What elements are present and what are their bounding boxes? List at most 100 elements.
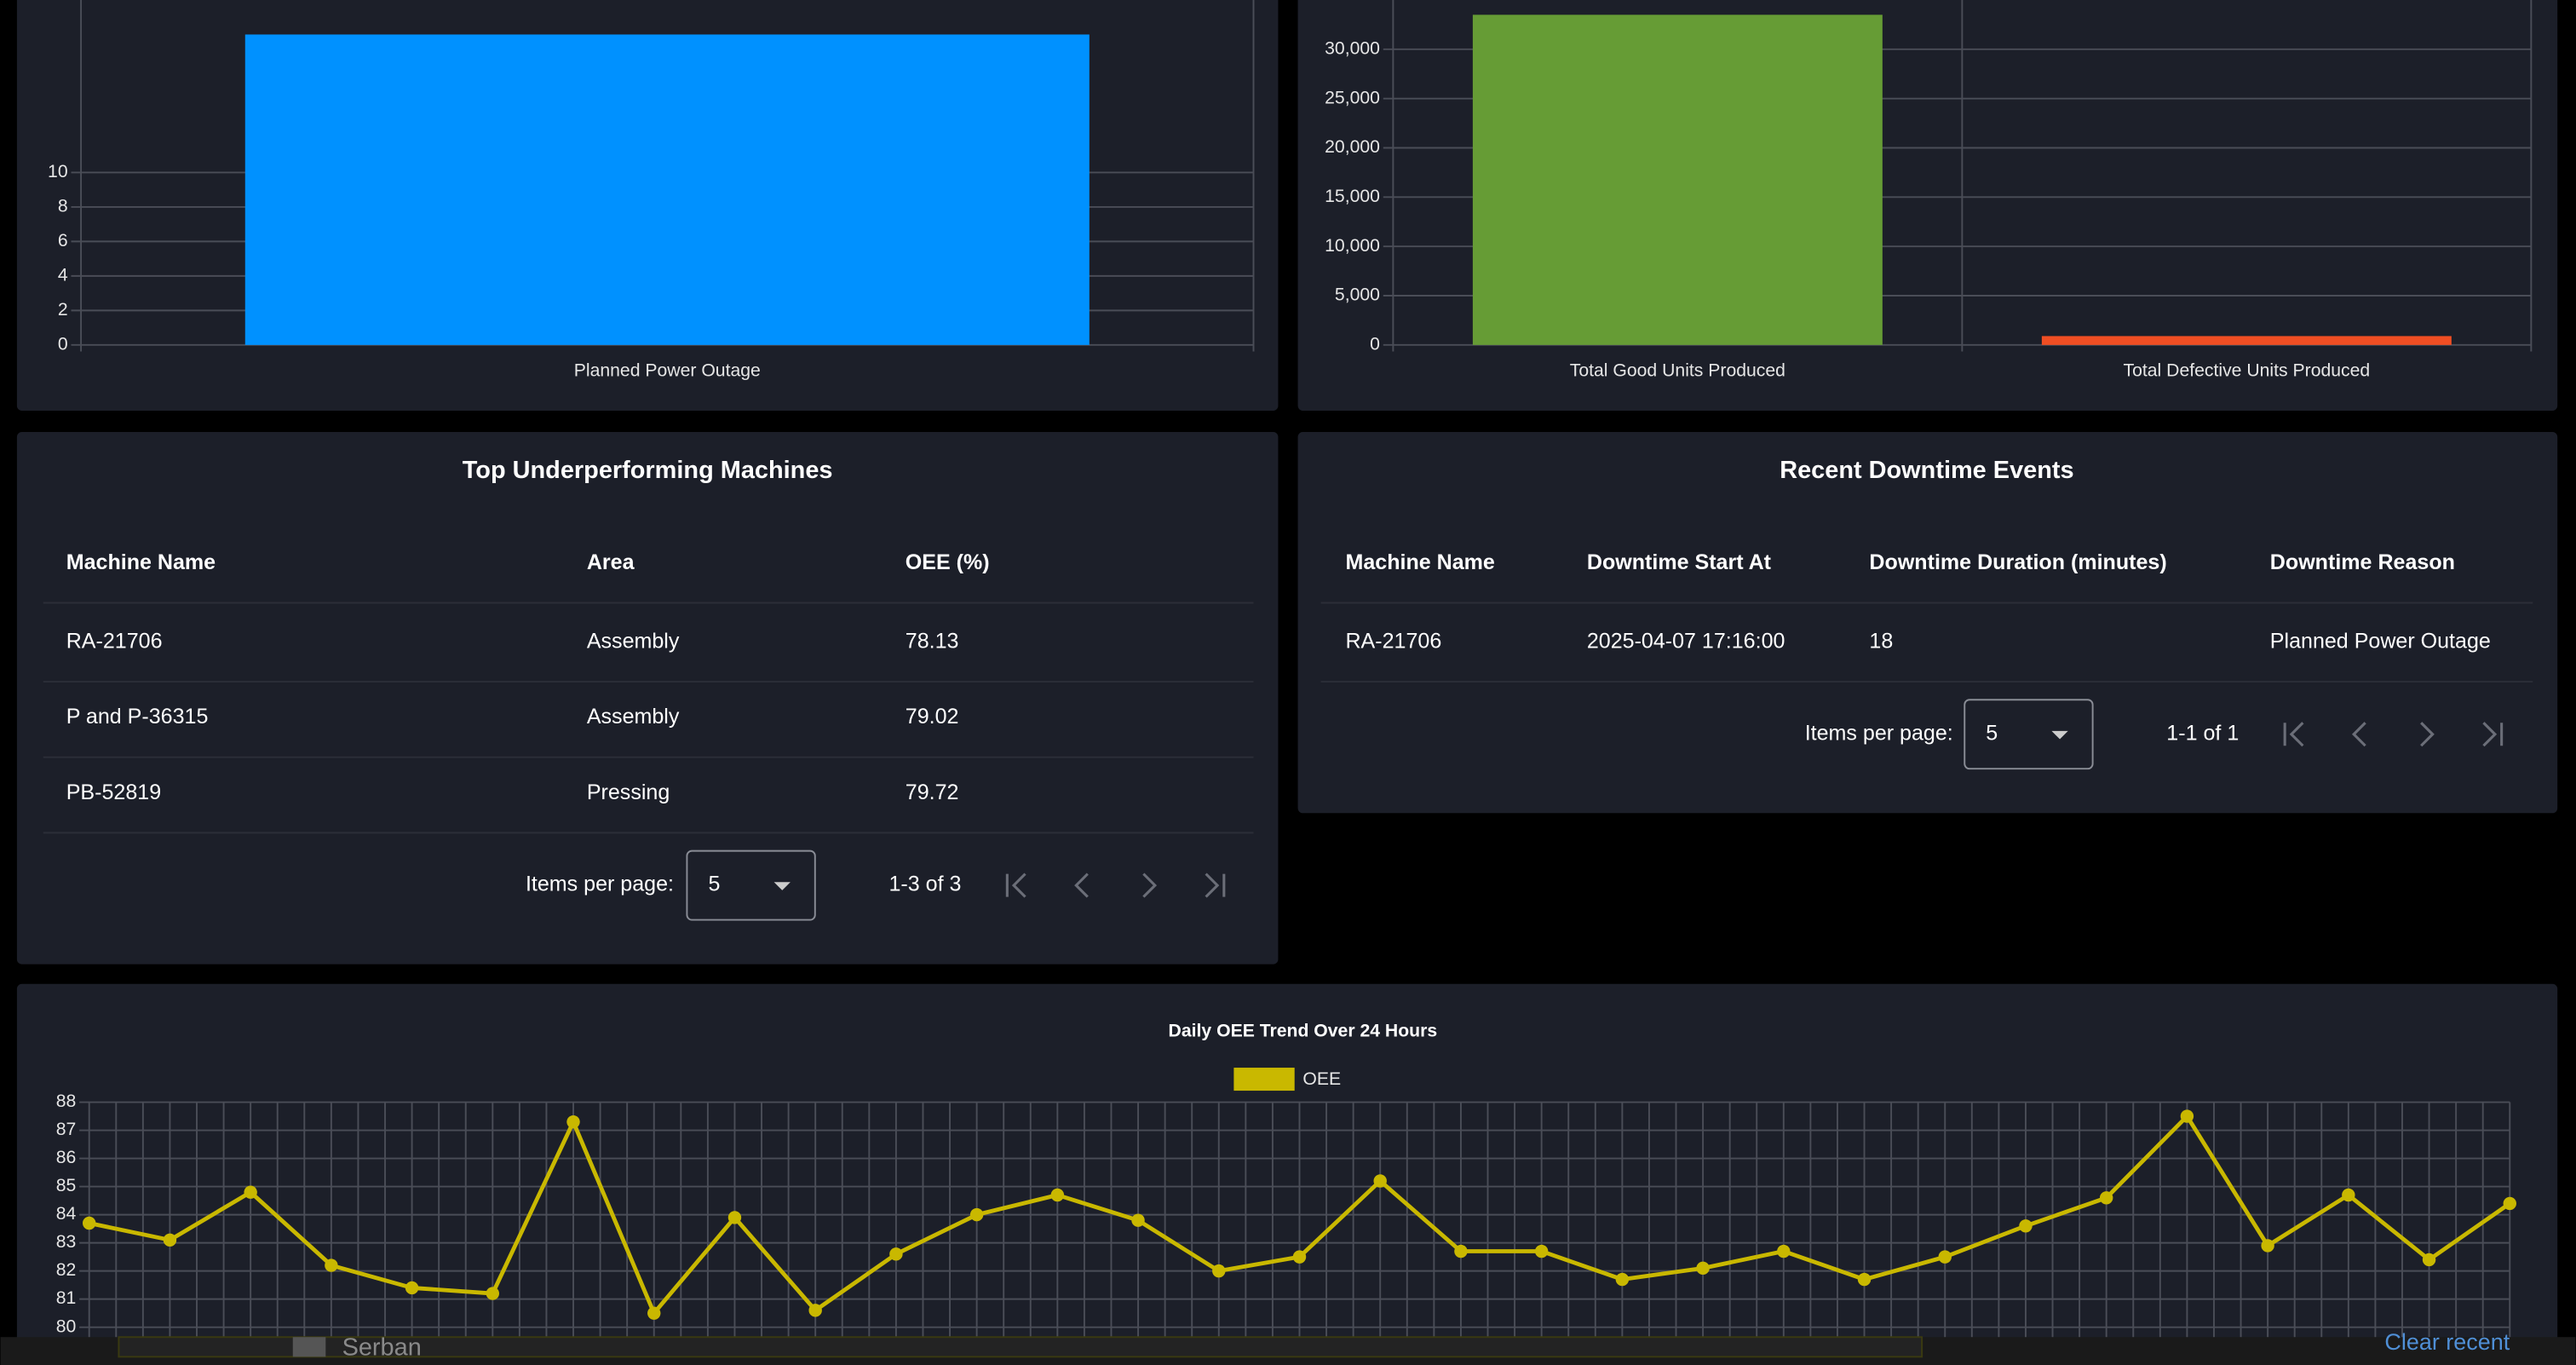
select-caret bbox=[773, 882, 791, 890]
point bbox=[727, 1211, 742, 1224]
point bbox=[1534, 1244, 1549, 1258]
y-tick-label: 83 bbox=[56, 1232, 77, 1252]
table-title: Recent Downtime Events bbox=[1780, 457, 2073, 484]
cell: 18 bbox=[1869, 629, 1893, 653]
cell: Pressing bbox=[587, 780, 670, 804]
point bbox=[2180, 1109, 2194, 1123]
point bbox=[2261, 1239, 2274, 1253]
pager-button bbox=[1005, 873, 1026, 898]
y-tick-label: 10,000 bbox=[1325, 236, 1380, 256]
point bbox=[244, 1185, 257, 1199]
y-tick-label: 86 bbox=[56, 1148, 77, 1167]
select-caret bbox=[2051, 730, 2068, 740]
point bbox=[889, 1247, 903, 1261]
pager-button bbox=[2351, 722, 2366, 747]
pager-button bbox=[2283, 722, 2304, 747]
page-size-select[interactable] bbox=[1964, 699, 2094, 770]
y-tick-label: 0 bbox=[58, 334, 68, 354]
pager-button bbox=[1074, 873, 1089, 898]
y-tick-label: 10 bbox=[48, 162, 68, 181]
cell: 79.72 bbox=[906, 780, 959, 804]
page-size-select[interactable] bbox=[686, 850, 816, 921]
x-tick-label: Total Defective Units Produced bbox=[2124, 360, 2371, 380]
point bbox=[1777, 1244, 1791, 1258]
column-header: OEE (%) bbox=[906, 550, 990, 574]
y-tick-label: 85 bbox=[56, 1176, 77, 1195]
cell: 2025-04-07 17:16:00 bbox=[1587, 629, 1785, 653]
point bbox=[2099, 1191, 2113, 1205]
pager-button bbox=[2420, 722, 2435, 747]
y-tick-label: 2 bbox=[58, 300, 68, 320]
y-tick-label: 81 bbox=[56, 1288, 77, 1308]
page-size: 5 bbox=[708, 873, 720, 896]
y-tick-label: 82 bbox=[56, 1260, 77, 1280]
page-range: 1-1 of 1 bbox=[2166, 721, 2239, 745]
pager-button bbox=[1205, 873, 1226, 898]
point bbox=[1454, 1244, 1468, 1258]
cell: P and P-36315 bbox=[66, 705, 209, 729]
x-tick-label: Planned Power Outage bbox=[574, 360, 761, 380]
y-tick-label: 8 bbox=[58, 196, 68, 216]
column-header: Downtime Start At bbox=[1587, 550, 1772, 574]
point bbox=[1857, 1272, 1872, 1287]
taskbar-window bbox=[118, 1336, 1923, 1358]
user-icon bbox=[292, 1337, 326, 1357]
column-header: Machine Name bbox=[66, 550, 216, 574]
y-tick-label: 20,000 bbox=[1325, 137, 1380, 157]
y-tick-label: 0 bbox=[1370, 334, 1380, 354]
point bbox=[647, 1306, 661, 1320]
paginator-label: Items per page: bbox=[526, 873, 674, 896]
cell: Assembly bbox=[587, 705, 680, 729]
chart-title: Daily OEE Trend Over 24 Hours bbox=[1169, 1021, 1438, 1040]
point bbox=[2342, 1188, 2355, 1202]
legend-swatch bbox=[1233, 1068, 1295, 1091]
column-header: Downtime Reason bbox=[2270, 550, 2455, 574]
y-tick-label: 84 bbox=[56, 1204, 77, 1224]
point bbox=[1131, 1213, 1145, 1227]
cell: Planned Power Outage bbox=[2270, 629, 2491, 653]
bar bbox=[1472, 14, 1883, 345]
point bbox=[1938, 1250, 1952, 1264]
bar bbox=[244, 34, 1090, 345]
point bbox=[808, 1304, 822, 1317]
cell: PB-52819 bbox=[66, 780, 161, 804]
panel bbox=[16, 432, 1279, 965]
point bbox=[82, 1216, 96, 1230]
y-tick-label: 88 bbox=[56, 1091, 77, 1111]
column-header: Machine Name bbox=[1345, 550, 1494, 574]
taskbar-user: Serban bbox=[342, 1333, 422, 1361]
y-tick-label: 5,000 bbox=[1335, 285, 1380, 305]
taskbar-action[interactable]: Clear recent bbox=[2384, 1329, 2510, 1355]
column-header: Downtime Duration (minutes) bbox=[1869, 550, 2166, 574]
y-tick-label: 87 bbox=[56, 1120, 77, 1139]
legend-label: OEE bbox=[1302, 1069, 1341, 1089]
y-tick-label: 6 bbox=[58, 231, 68, 251]
page-range: 1-3 of 3 bbox=[888, 873, 961, 896]
y-tick-label: 30,000 bbox=[1325, 38, 1380, 58]
point bbox=[1050, 1188, 1065, 1202]
pager-button bbox=[1142, 873, 1158, 898]
content: 0 2 4 6 8 10 Planned Power Outage 0 5,000 10,000 1… bbox=[43, 0, 2533, 1341]
cell: RA-21706 bbox=[1345, 629, 1441, 653]
point bbox=[1212, 1264, 1226, 1278]
y-tick-label: 15,000 bbox=[1325, 187, 1380, 206]
point bbox=[1615, 1272, 1630, 1287]
paginator-label: Items per page: bbox=[1805, 721, 1953, 745]
point bbox=[2503, 1196, 2516, 1211]
point bbox=[486, 1287, 500, 1300]
bar bbox=[2041, 336, 2452, 345]
point bbox=[1696, 1261, 1710, 1276]
pager-button bbox=[2482, 722, 2504, 747]
point bbox=[405, 1281, 419, 1295]
point bbox=[969, 1207, 984, 1222]
y-tick-label: 25,000 bbox=[1325, 88, 1380, 107]
point bbox=[1292, 1250, 1307, 1264]
page-size: 5 bbox=[1986, 721, 1998, 745]
panel bbox=[1297, 432, 2558, 814]
point bbox=[2422, 1253, 2436, 1267]
point bbox=[566, 1114, 580, 1129]
column-header: Area bbox=[587, 550, 635, 574]
point bbox=[325, 1258, 338, 1272]
